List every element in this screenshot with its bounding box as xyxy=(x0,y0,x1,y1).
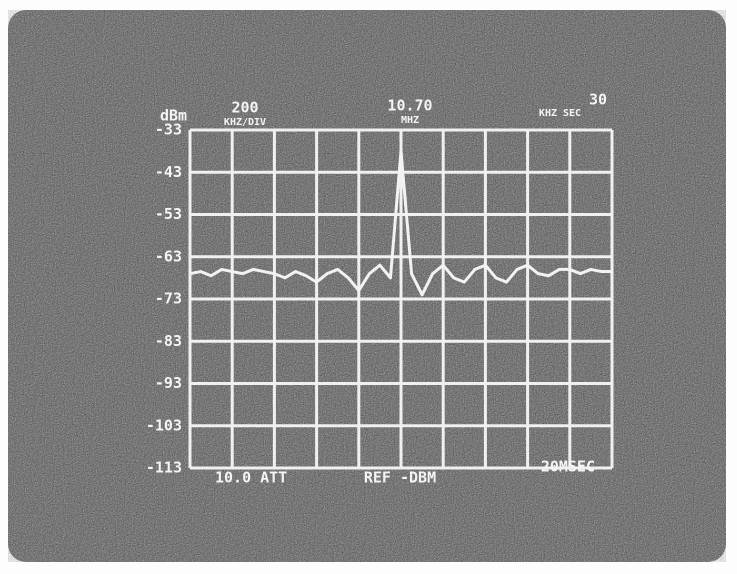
screen-photo: dBm -33-43-53-63-73-83-93-103-113200KHZ/… xyxy=(0,0,737,574)
annotation: REF -DBM xyxy=(364,469,436,487)
y-tick-label: -43 xyxy=(155,163,182,181)
annotation: 10.70 xyxy=(387,97,432,115)
y-tick-label: -53 xyxy=(155,205,182,223)
y-tick-label: -63 xyxy=(155,247,182,265)
annotation: 20MSEC xyxy=(541,458,595,476)
y-tick-label: -73 xyxy=(155,290,182,308)
annotation: 30 xyxy=(589,91,607,109)
annotation: KHZ SEC xyxy=(539,108,581,119)
y-tick-label: -33 xyxy=(155,121,182,139)
y-tick-label: -93 xyxy=(155,374,182,392)
y-tick-label: -103 xyxy=(146,416,182,434)
annotation: MHZ xyxy=(401,115,419,126)
y-tick-label: -83 xyxy=(155,332,182,350)
annotation: KHZ/DIV xyxy=(224,117,266,128)
annotation: 10.0 ATT xyxy=(215,469,287,487)
annotation: 200 xyxy=(231,99,258,117)
y-tick-label: -113 xyxy=(146,459,182,477)
